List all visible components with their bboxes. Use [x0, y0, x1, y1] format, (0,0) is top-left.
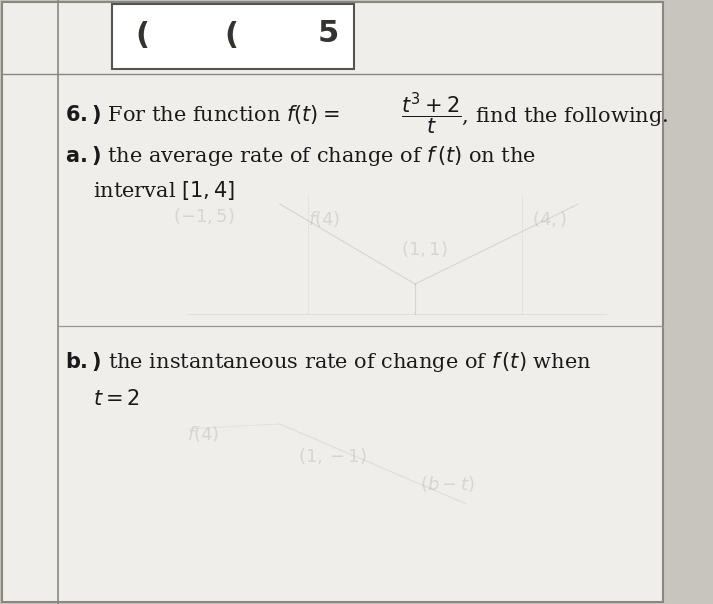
Text: $\dfrac{t^3+2}{t}$, find the following.: $\dfrac{t^3+2}{t}$, find the following. [401, 91, 668, 137]
Bar [112, 4, 354, 69]
Text: $\bf{(}$: $\bf{(}$ [135, 19, 149, 50]
Text: $t = 2$: $t = 2$ [93, 389, 140, 409]
Text: $(1,-1)$: $(1,-1)$ [299, 446, 367, 466]
Text: $f(4)$: $f(4)$ [308, 209, 340, 229]
Text: $\bf{a.)}$ the average rate of change of $f\,(t)$ on the: $\bf{a.)}$ the average rate of change of… [66, 144, 536, 168]
Text: $\bf{(}$: $\bf{(}$ [224, 19, 237, 50]
Text: $(4,)$: $(4,)$ [532, 209, 567, 229]
Text: $\bf{5}$: $\bf{5}$ [317, 19, 338, 48]
Text: $(-1,5)$: $(-1,5)$ [173, 206, 235, 226]
Text: $(1,1)$: $(1,1)$ [401, 239, 448, 259]
Text: $(b-t)$: $(b-t)$ [420, 474, 475, 494]
Text: interval $[1, 4]$: interval $[1, 4]$ [93, 179, 235, 202]
Text: $\bf{b.)}$ the instantaneous rate of change of $f\,(t)$ when: $\bf{b.)}$ the instantaneous rate of cha… [66, 350, 592, 374]
Text: $f(4)$: $f(4)$ [187, 424, 219, 444]
Text: $\bf{6.)}$ For the function $f(t) = $: $\bf{6.)}$ For the function $f(t) = $ [66, 103, 340, 126]
